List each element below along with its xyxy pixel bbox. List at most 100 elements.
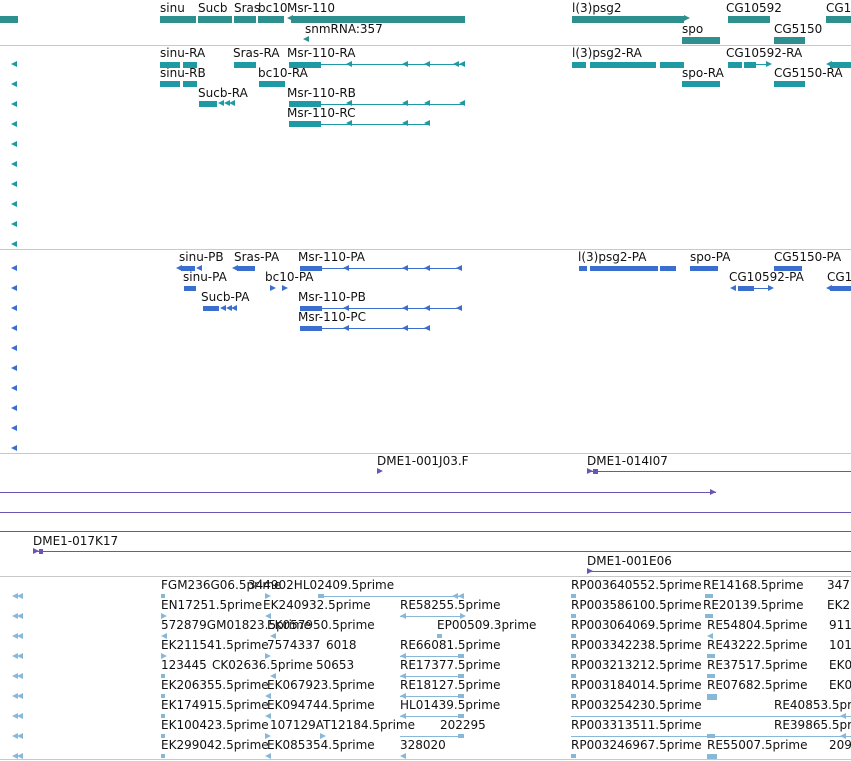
est-block[interactable]	[571, 674, 576, 678]
est-label[interactable]: RE54804.5prime	[707, 618, 808, 632]
gene-label-spo[interactable]: spo	[682, 22, 704, 36]
est-label[interactable]: RP003246967.5prime	[571, 738, 702, 752]
exon[interactable]	[289, 101, 321, 107]
exon[interactable]	[830, 62, 851, 68]
est-block[interactable]	[707, 754, 717, 759]
gene-bar[interactable]	[160, 16, 196, 23]
est-label[interactable]: HL01439.5prime	[400, 698, 501, 712]
transcript-label[interactable]: sinu-PA	[183, 270, 227, 284]
clone-end[interactable]	[39, 549, 43, 554]
est-block[interactable]	[571, 594, 576, 598]
exon[interactable]	[774, 266, 802, 271]
est-block[interactable]	[571, 754, 576, 758]
clone-label[interactable]: DME1-001E06	[587, 554, 672, 568]
clone-label[interactable]: DME1-014I07	[587, 454, 668, 468]
est-label[interactable]: RP003184014.5prime	[571, 678, 702, 692]
est-block[interactable]	[705, 614, 713, 618]
gene-label-msr-110[interactable]: Msr-110	[287, 1, 336, 15]
est-label[interactable]: RE58255.5prime	[400, 598, 501, 612]
exon[interactable]	[690, 266, 718, 271]
gene-label-cg10592[interactable]: CG10592	[726, 1, 782, 15]
est-block[interactable]	[571, 654, 576, 658]
est-label[interactable]: EK211541.5prime	[161, 638, 269, 652]
est-label[interactable]: RP003254230.5prime	[571, 698, 702, 712]
est-block[interactable]	[458, 674, 464, 678]
gene-bar[interactable]	[774, 37, 805, 44]
exon[interactable]	[184, 286, 196, 291]
exon[interactable]	[234, 62, 256, 68]
est-label[interactable]: 911	[829, 618, 851, 632]
clone-label[interactable]: DME1-017K17	[33, 534, 119, 548]
exon[interactable]	[660, 266, 676, 271]
exon[interactable]	[160, 81, 180, 87]
est-label[interactable]: EN17251.5prime	[161, 598, 263, 612]
exon[interactable]	[300, 266, 322, 271]
est-block[interactable]	[161, 674, 165, 678]
est-block[interactable]	[571, 634, 576, 638]
est-label[interactable]: RP003640552.5prime	[571, 578, 702, 592]
est-label[interactable]: EK240932.5prime	[263, 598, 371, 612]
est-label[interactable]: RP003586100.5prime	[571, 598, 702, 612]
gene-label-snmrna[interactable]: snmRNA:357	[305, 22, 383, 36]
est-label[interactable]: 202295	[440, 718, 486, 732]
est-label[interactable]: RE39865.5prime	[774, 718, 851, 732]
est-label[interactable]: EP00509.3prime	[437, 618, 537, 632]
transcript-label[interactable]: bc10-RA	[258, 66, 308, 80]
clone-end[interactable]	[593, 469, 598, 474]
transcript-label[interactable]: Msr-110-PC	[298, 310, 366, 324]
gene-bar[interactable]	[258, 16, 284, 23]
gene-bar[interactable]	[728, 16, 770, 23]
exon[interactable]	[738, 286, 754, 291]
est-label[interactable]: 107129AT12184.5prime	[270, 718, 415, 732]
est-label[interactable]: EK174915.5prime	[161, 698, 269, 712]
exon[interactable]	[183, 62, 197, 68]
transcript-label[interactable]: Msr-110-PB	[298, 290, 366, 304]
transcript-label[interactable]: CG10592-PA	[729, 270, 804, 284]
est-block[interactable]	[707, 734, 715, 738]
est-label[interactable]: EK299042.5prime	[161, 738, 269, 752]
exon[interactable]	[237, 266, 255, 271]
est-label[interactable]: RE17377.5prime	[400, 658, 501, 672]
gene-bar[interactable]	[234, 16, 256, 23]
est-label[interactable]: 347	[827, 578, 850, 592]
exon[interactable]	[289, 62, 321, 68]
gene-bar[interactable]	[291, 16, 465, 23]
est-label[interactable]: FGM236G06.5prime	[161, 578, 282, 592]
gene-bar[interactable]	[572, 16, 684, 23]
est-label[interactable]: 328020	[400, 738, 446, 752]
gene-label-sinu[interactable]: sinu	[160, 1, 185, 15]
gene-bar[interactable]	[0, 16, 18, 23]
exon[interactable]	[572, 62, 586, 68]
transcript-label[interactable]: Sras-PA	[234, 250, 280, 264]
est-label[interactable]: RP003064069.5prime	[571, 618, 702, 632]
exon[interactable]	[682, 81, 720, 87]
est-label[interactable]: 50653	[316, 658, 355, 672]
transcript-label[interactable]: Msr-110-RC	[287, 106, 356, 120]
transcript-label[interactable]: Msr-110-RA	[287, 46, 356, 60]
est-label[interactable]: CK02636.5prime	[212, 658, 313, 672]
est-label[interactable]: 344902HL02409.5prime	[248, 578, 395, 592]
est-label[interactable]: EK067923.5prime	[267, 678, 375, 692]
est-label[interactable]: EK206355.5prime	[161, 678, 269, 692]
exon[interactable]	[660, 62, 684, 68]
gene-label-l3psg2[interactable]: l(3)psg2	[572, 1, 622, 15]
est-label[interactable]: 101	[829, 638, 851, 652]
est-label[interactable]: RE66081.5prime	[400, 638, 501, 652]
est-block[interactable]	[705, 594, 713, 598]
est-block[interactable]	[161, 714, 165, 718]
exon[interactable]	[259, 81, 285, 87]
exon[interactable]	[579, 266, 587, 271]
exon[interactable]	[183, 81, 197, 87]
est-label[interactable]: RE14168.5prime	[703, 578, 804, 592]
est-label[interactable]: EK057950.5prime	[267, 618, 375, 632]
est-label[interactable]: 572879GM01823.5prime	[161, 618, 312, 632]
transcript-label[interactable]: Sucb-PA	[201, 290, 250, 304]
exon[interactable]	[199, 101, 217, 107]
transcript-label[interactable]: CG5150-PA	[774, 250, 842, 264]
gene-label-sras[interactable]: Sras	[234, 1, 261, 15]
est-block[interactable]	[437, 634, 442, 638]
est-label[interactable]: RP003213212.5prime	[571, 658, 702, 672]
est-label[interactable]: RE40853.5prime	[774, 698, 851, 712]
est-block[interactable]	[161, 754, 165, 758]
est-label[interactable]: RE18127.5prime	[400, 678, 501, 692]
